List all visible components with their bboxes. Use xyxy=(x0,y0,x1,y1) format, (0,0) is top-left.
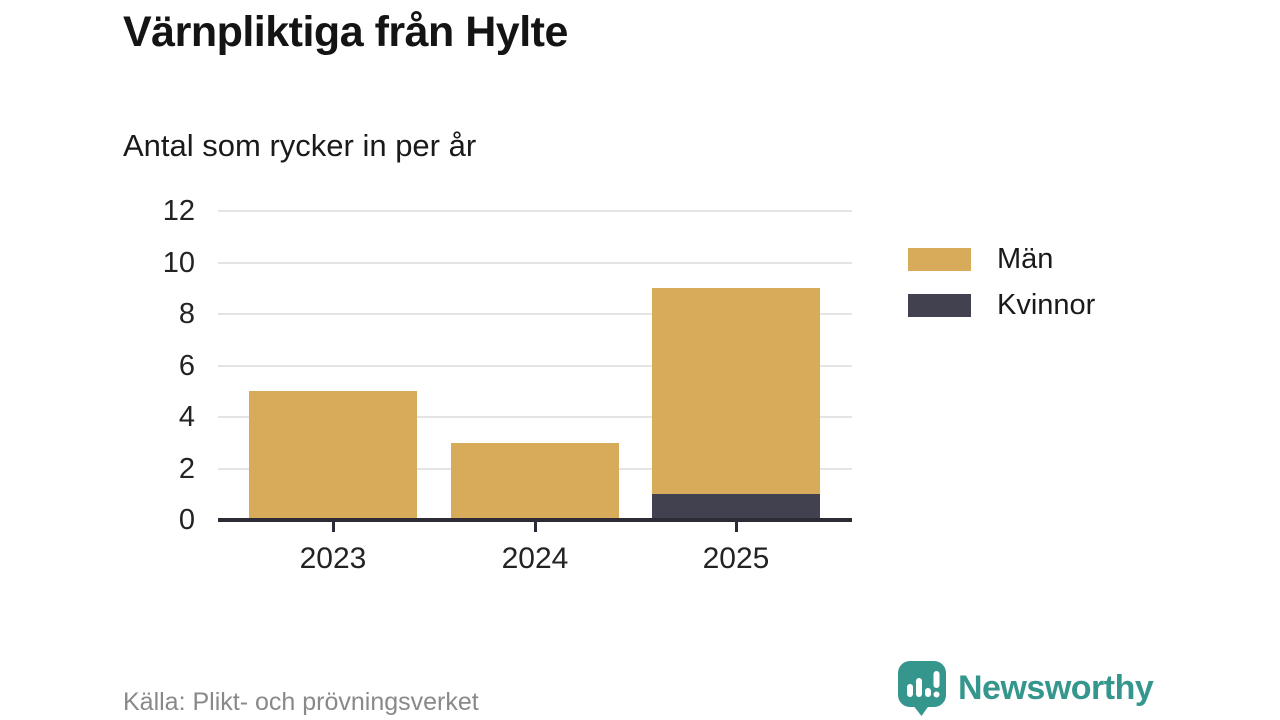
chart-subtitle: Antal som rycker in per år xyxy=(123,128,477,163)
y-tick-label-2: 2 xyxy=(178,452,195,485)
bar-2025-Män xyxy=(652,288,820,495)
brand-name: Newsworthy xyxy=(958,668,1154,707)
y-tick-label-0: 0 xyxy=(178,504,195,536)
legend-item-men: Män xyxy=(908,242,1095,275)
x-tick-label-2024: 2024 xyxy=(501,542,569,575)
y-tick-label-6: 6 xyxy=(178,349,195,382)
gridline-8 xyxy=(218,313,852,315)
gridline-12 xyxy=(218,210,852,212)
x-tick-label-2023: 2023 xyxy=(299,542,367,575)
brand: Newsworthy xyxy=(897,660,1154,716)
gridline-10 xyxy=(218,261,852,264)
y-tick-label-8: 8 xyxy=(178,298,195,330)
legend-swatch-women xyxy=(908,293,971,317)
legend-label-men: Män xyxy=(997,242,1054,275)
chart-title: Värnpliktiga från Hylte xyxy=(123,8,568,56)
source-text: Källa: Plikt- och prövningsverket xyxy=(123,688,479,716)
x-tick-mark-2024 xyxy=(533,522,537,532)
legend: Män Kvinnor xyxy=(908,242,1096,321)
gridline-6 xyxy=(218,364,852,367)
gridline-4 xyxy=(218,416,852,418)
x-tick-label-2025: 2025 xyxy=(702,542,770,575)
legend-item-women: Kvinnor xyxy=(908,288,1096,321)
bar-2023-Män xyxy=(249,391,417,520)
newsworthy-logo-icon xyxy=(898,661,946,716)
x-axis-line xyxy=(218,518,852,522)
x-tick-mark-2025 xyxy=(734,522,738,532)
y-tick-label-10: 10 xyxy=(162,246,195,279)
bar-2024-Män xyxy=(451,442,619,520)
legend-label-women: Kvinnor xyxy=(997,288,1096,321)
legend-swatch-men xyxy=(908,247,971,271)
bar-2025-Kvinnor xyxy=(652,494,820,520)
x-tick-mark-2023 xyxy=(331,522,335,532)
y-tick-label-12: 12 xyxy=(162,195,195,227)
y-tick-label-4: 4 xyxy=(178,401,195,433)
